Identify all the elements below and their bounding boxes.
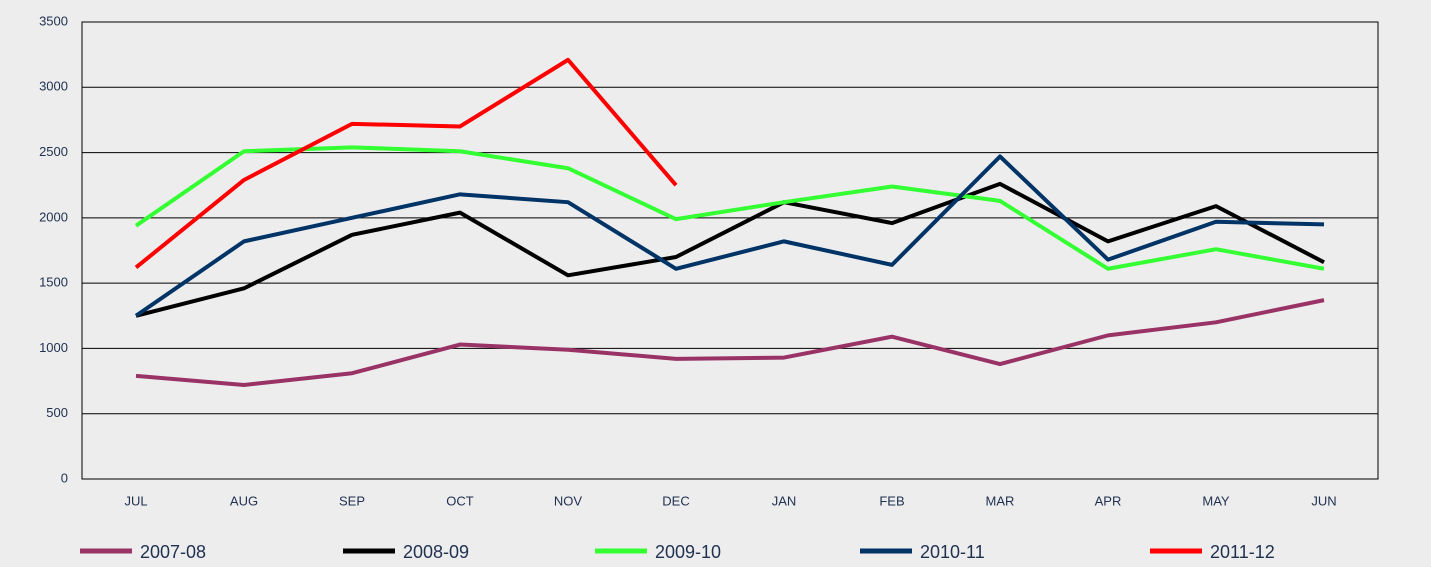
x-tick-label: APR xyxy=(1095,493,1122,508)
x-tick-label: JUN xyxy=(1311,493,1336,508)
x-tick-label: AUG xyxy=(230,493,258,508)
y-tick-label: 0 xyxy=(61,470,68,485)
legend-label: 2008-09 xyxy=(403,542,469,562)
x-tick-label: OCT xyxy=(446,493,474,508)
x-tick-label: MAY xyxy=(1202,493,1230,508)
x-tick-label: JUL xyxy=(124,493,147,508)
series-line xyxy=(134,145,1325,271)
series-line xyxy=(134,57,678,270)
y-tick-label: 2500 xyxy=(39,144,68,159)
legend-label: 2007-08 xyxy=(140,542,206,562)
legend-label: 2011-12 xyxy=(1210,542,1275,562)
x-tick-label: NOV xyxy=(554,493,583,508)
y-tick-label: 1000 xyxy=(39,340,68,355)
x-tick-label: JAN xyxy=(772,493,797,508)
plot-border xyxy=(81,21,1379,480)
x-tick-label: FEB xyxy=(879,493,904,508)
x-tick-label: SEP xyxy=(339,493,365,508)
series-line xyxy=(134,154,1325,318)
y-tick-label: 3000 xyxy=(39,79,68,94)
series-line xyxy=(135,298,1325,387)
legend-label: 2009-10 xyxy=(655,542,721,562)
y-tick-label: 500 xyxy=(46,405,68,420)
y-tick-label: 2000 xyxy=(39,209,68,224)
y-tick-label: 1500 xyxy=(39,275,68,290)
x-tick-label: DEC xyxy=(662,493,689,508)
legend-label: 2010-11 xyxy=(920,542,985,562)
y-tick-label: 3500 xyxy=(39,13,68,28)
x-tick-label: MAR xyxy=(986,493,1015,508)
series-line xyxy=(135,181,1325,318)
